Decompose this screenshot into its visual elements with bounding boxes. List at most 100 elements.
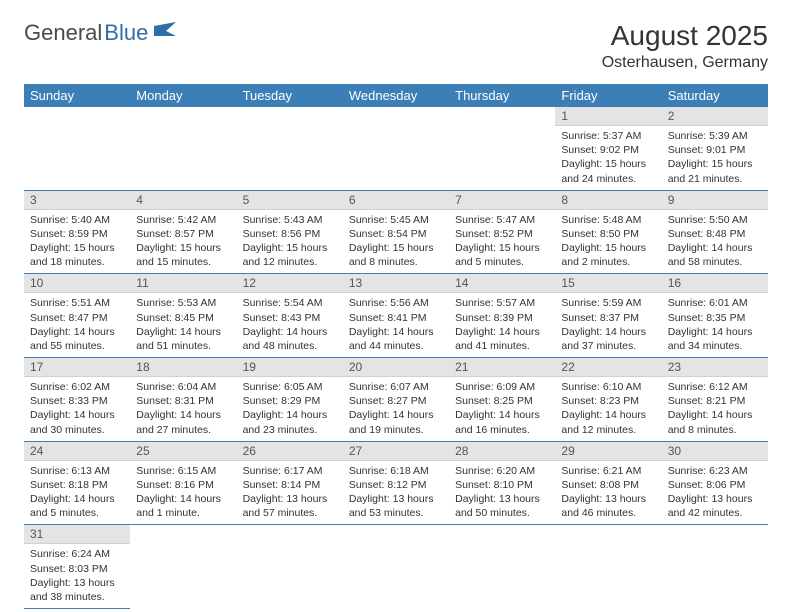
month-title: August 2025 <box>602 20 768 52</box>
calendar-table: Sunday Monday Tuesday Wednesday Thursday… <box>24 84 768 609</box>
sunrise-text: Sunrise: 6:12 AM <box>668 380 762 394</box>
daylight-text: Daylight: 14 hours <box>668 408 762 422</box>
daylight-text: and 42 minutes. <box>668 506 762 520</box>
calendar-day-cell <box>449 107 555 190</box>
day-details: Sunrise: 6:24 AMSunset: 8:03 PMDaylight:… <box>24 544 130 608</box>
calendar-day-cell: 10Sunrise: 5:51 AMSunset: 8:47 PMDayligh… <box>24 274 130 358</box>
daylight-text: Daylight: 13 hours <box>561 492 655 506</box>
day-number: 6 <box>343 191 449 210</box>
calendar-day-cell: 5Sunrise: 5:43 AMSunset: 8:56 PMDaylight… <box>237 190 343 274</box>
sunset-text: Sunset: 8:06 PM <box>668 478 762 492</box>
day-number: 29 <box>555 442 661 461</box>
calendar-day-cell <box>449 525 555 609</box>
weekday-header: Monday <box>130 84 236 107</box>
day-number: 21 <box>449 358 555 377</box>
sunrise-text: Sunrise: 5:59 AM <box>561 296 655 310</box>
daylight-text: Daylight: 15 hours <box>136 241 230 255</box>
daylight-text: and 38 minutes. <box>30 590 124 604</box>
daylight-text: Daylight: 13 hours <box>349 492 443 506</box>
calendar-day-cell: 1Sunrise: 5:37 AMSunset: 9:02 PMDaylight… <box>555 107 661 190</box>
day-number: 11 <box>130 274 236 293</box>
day-number: 27 <box>343 442 449 461</box>
calendar-day-cell: 17Sunrise: 6:02 AMSunset: 8:33 PMDayligh… <box>24 358 130 442</box>
day-details: Sunrise: 5:50 AMSunset: 8:48 PMDaylight:… <box>662 210 768 274</box>
day-number: 9 <box>662 191 768 210</box>
weekday-header: Sunday <box>24 84 130 107</box>
sunset-text: Sunset: 8:27 PM <box>349 394 443 408</box>
calendar-day-cell: 20Sunrise: 6:07 AMSunset: 8:27 PMDayligh… <box>343 358 449 442</box>
sunrise-text: Sunrise: 6:10 AM <box>561 380 655 394</box>
sunrise-text: Sunrise: 6:20 AM <box>455 464 549 478</box>
sunrise-text: Sunrise: 6:15 AM <box>136 464 230 478</box>
calendar-day-cell: 26Sunrise: 6:17 AMSunset: 8:14 PMDayligh… <box>237 441 343 525</box>
calendar-day-cell <box>130 107 236 190</box>
calendar-day-cell: 24Sunrise: 6:13 AMSunset: 8:18 PMDayligh… <box>24 441 130 525</box>
calendar-day-cell <box>343 525 449 609</box>
calendar-day-cell: 25Sunrise: 6:15 AMSunset: 8:16 PMDayligh… <box>130 441 236 525</box>
calendar-day-cell: 4Sunrise: 5:42 AMSunset: 8:57 PMDaylight… <box>130 190 236 274</box>
day-number: 18 <box>130 358 236 377</box>
sunrise-text: Sunrise: 6:23 AM <box>668 464 762 478</box>
sunrise-text: Sunrise: 6:24 AM <box>30 547 124 561</box>
sunrise-text: Sunrise: 5:39 AM <box>668 129 762 143</box>
flag-icon <box>154 20 180 46</box>
day-number: 22 <box>555 358 661 377</box>
daylight-text: and 37 minutes. <box>561 339 655 353</box>
daylight-text: and 48 minutes. <box>243 339 337 353</box>
daylight-text: and 53 minutes. <box>349 506 443 520</box>
day-details: Sunrise: 6:07 AMSunset: 8:27 PMDaylight:… <box>343 377 449 441</box>
day-details: Sunrise: 6:21 AMSunset: 8:08 PMDaylight:… <box>555 461 661 525</box>
sunset-text: Sunset: 8:10 PM <box>455 478 549 492</box>
day-number: 16 <box>662 274 768 293</box>
sunset-text: Sunset: 9:01 PM <box>668 143 762 157</box>
daylight-text: and 34 minutes. <box>668 339 762 353</box>
weekday-header: Saturday <box>662 84 768 107</box>
calendar-day-cell <box>24 107 130 190</box>
daylight-text: Daylight: 13 hours <box>243 492 337 506</box>
sunset-text: Sunset: 8:54 PM <box>349 227 443 241</box>
day-details: Sunrise: 6:09 AMSunset: 8:25 PMDaylight:… <box>449 377 555 441</box>
daylight-text: Daylight: 14 hours <box>243 408 337 422</box>
day-number: 15 <box>555 274 661 293</box>
daylight-text: and 15 minutes. <box>136 255 230 269</box>
calendar-day-cell <box>130 525 236 609</box>
day-details: Sunrise: 6:18 AMSunset: 8:12 PMDaylight:… <box>343 461 449 525</box>
daylight-text: Daylight: 14 hours <box>136 325 230 339</box>
daylight-text: Daylight: 13 hours <box>668 492 762 506</box>
daylight-text: Daylight: 14 hours <box>668 241 762 255</box>
calendar-day-cell: 29Sunrise: 6:21 AMSunset: 8:08 PMDayligh… <box>555 441 661 525</box>
daylight-text: and 57 minutes. <box>243 506 337 520</box>
sunrise-text: Sunrise: 6:17 AM <box>243 464 337 478</box>
calendar-day-cell: 16Sunrise: 6:01 AMSunset: 8:35 PMDayligh… <box>662 274 768 358</box>
daylight-text: and 58 minutes. <box>668 255 762 269</box>
daylight-text: and 51 minutes. <box>136 339 230 353</box>
sunset-text: Sunset: 8:25 PM <box>455 394 549 408</box>
day-details: Sunrise: 5:45 AMSunset: 8:54 PMDaylight:… <box>343 210 449 274</box>
day-number: 14 <box>449 274 555 293</box>
daylight-text: and 19 minutes. <box>349 423 443 437</box>
daylight-text: and 24 minutes. <box>561 172 655 186</box>
calendar-day-cell: 8Sunrise: 5:48 AMSunset: 8:50 PMDaylight… <box>555 190 661 274</box>
daylight-text: Daylight: 14 hours <box>561 325 655 339</box>
daylight-text: Daylight: 13 hours <box>455 492 549 506</box>
sunrise-text: Sunrise: 5:54 AM <box>243 296 337 310</box>
logo: GeneralBlue <box>24 20 180 46</box>
daylight-text: and 18 minutes. <box>30 255 124 269</box>
daylight-text: and 27 minutes. <box>136 423 230 437</box>
weekday-header: Wednesday <box>343 84 449 107</box>
day-number: 13 <box>343 274 449 293</box>
calendar-day-cell: 18Sunrise: 6:04 AMSunset: 8:31 PMDayligh… <box>130 358 236 442</box>
sunset-text: Sunset: 8:45 PM <box>136 311 230 325</box>
day-number: 4 <box>130 191 236 210</box>
calendar-day-cell: 13Sunrise: 5:56 AMSunset: 8:41 PMDayligh… <box>343 274 449 358</box>
day-details: Sunrise: 6:01 AMSunset: 8:35 PMDaylight:… <box>662 293 768 357</box>
calendar-day-cell: 31Sunrise: 6:24 AMSunset: 8:03 PMDayligh… <box>24 525 130 609</box>
daylight-text: and 1 minute. <box>136 506 230 520</box>
daylight-text: and 50 minutes. <box>455 506 549 520</box>
daylight-text: Daylight: 15 hours <box>349 241 443 255</box>
day-number: 30 <box>662 442 768 461</box>
day-number: 28 <box>449 442 555 461</box>
sunrise-text: Sunrise: 5:40 AM <box>30 213 124 227</box>
daylight-text: Daylight: 14 hours <box>349 325 443 339</box>
sunrise-text: Sunrise: 5:56 AM <box>349 296 443 310</box>
